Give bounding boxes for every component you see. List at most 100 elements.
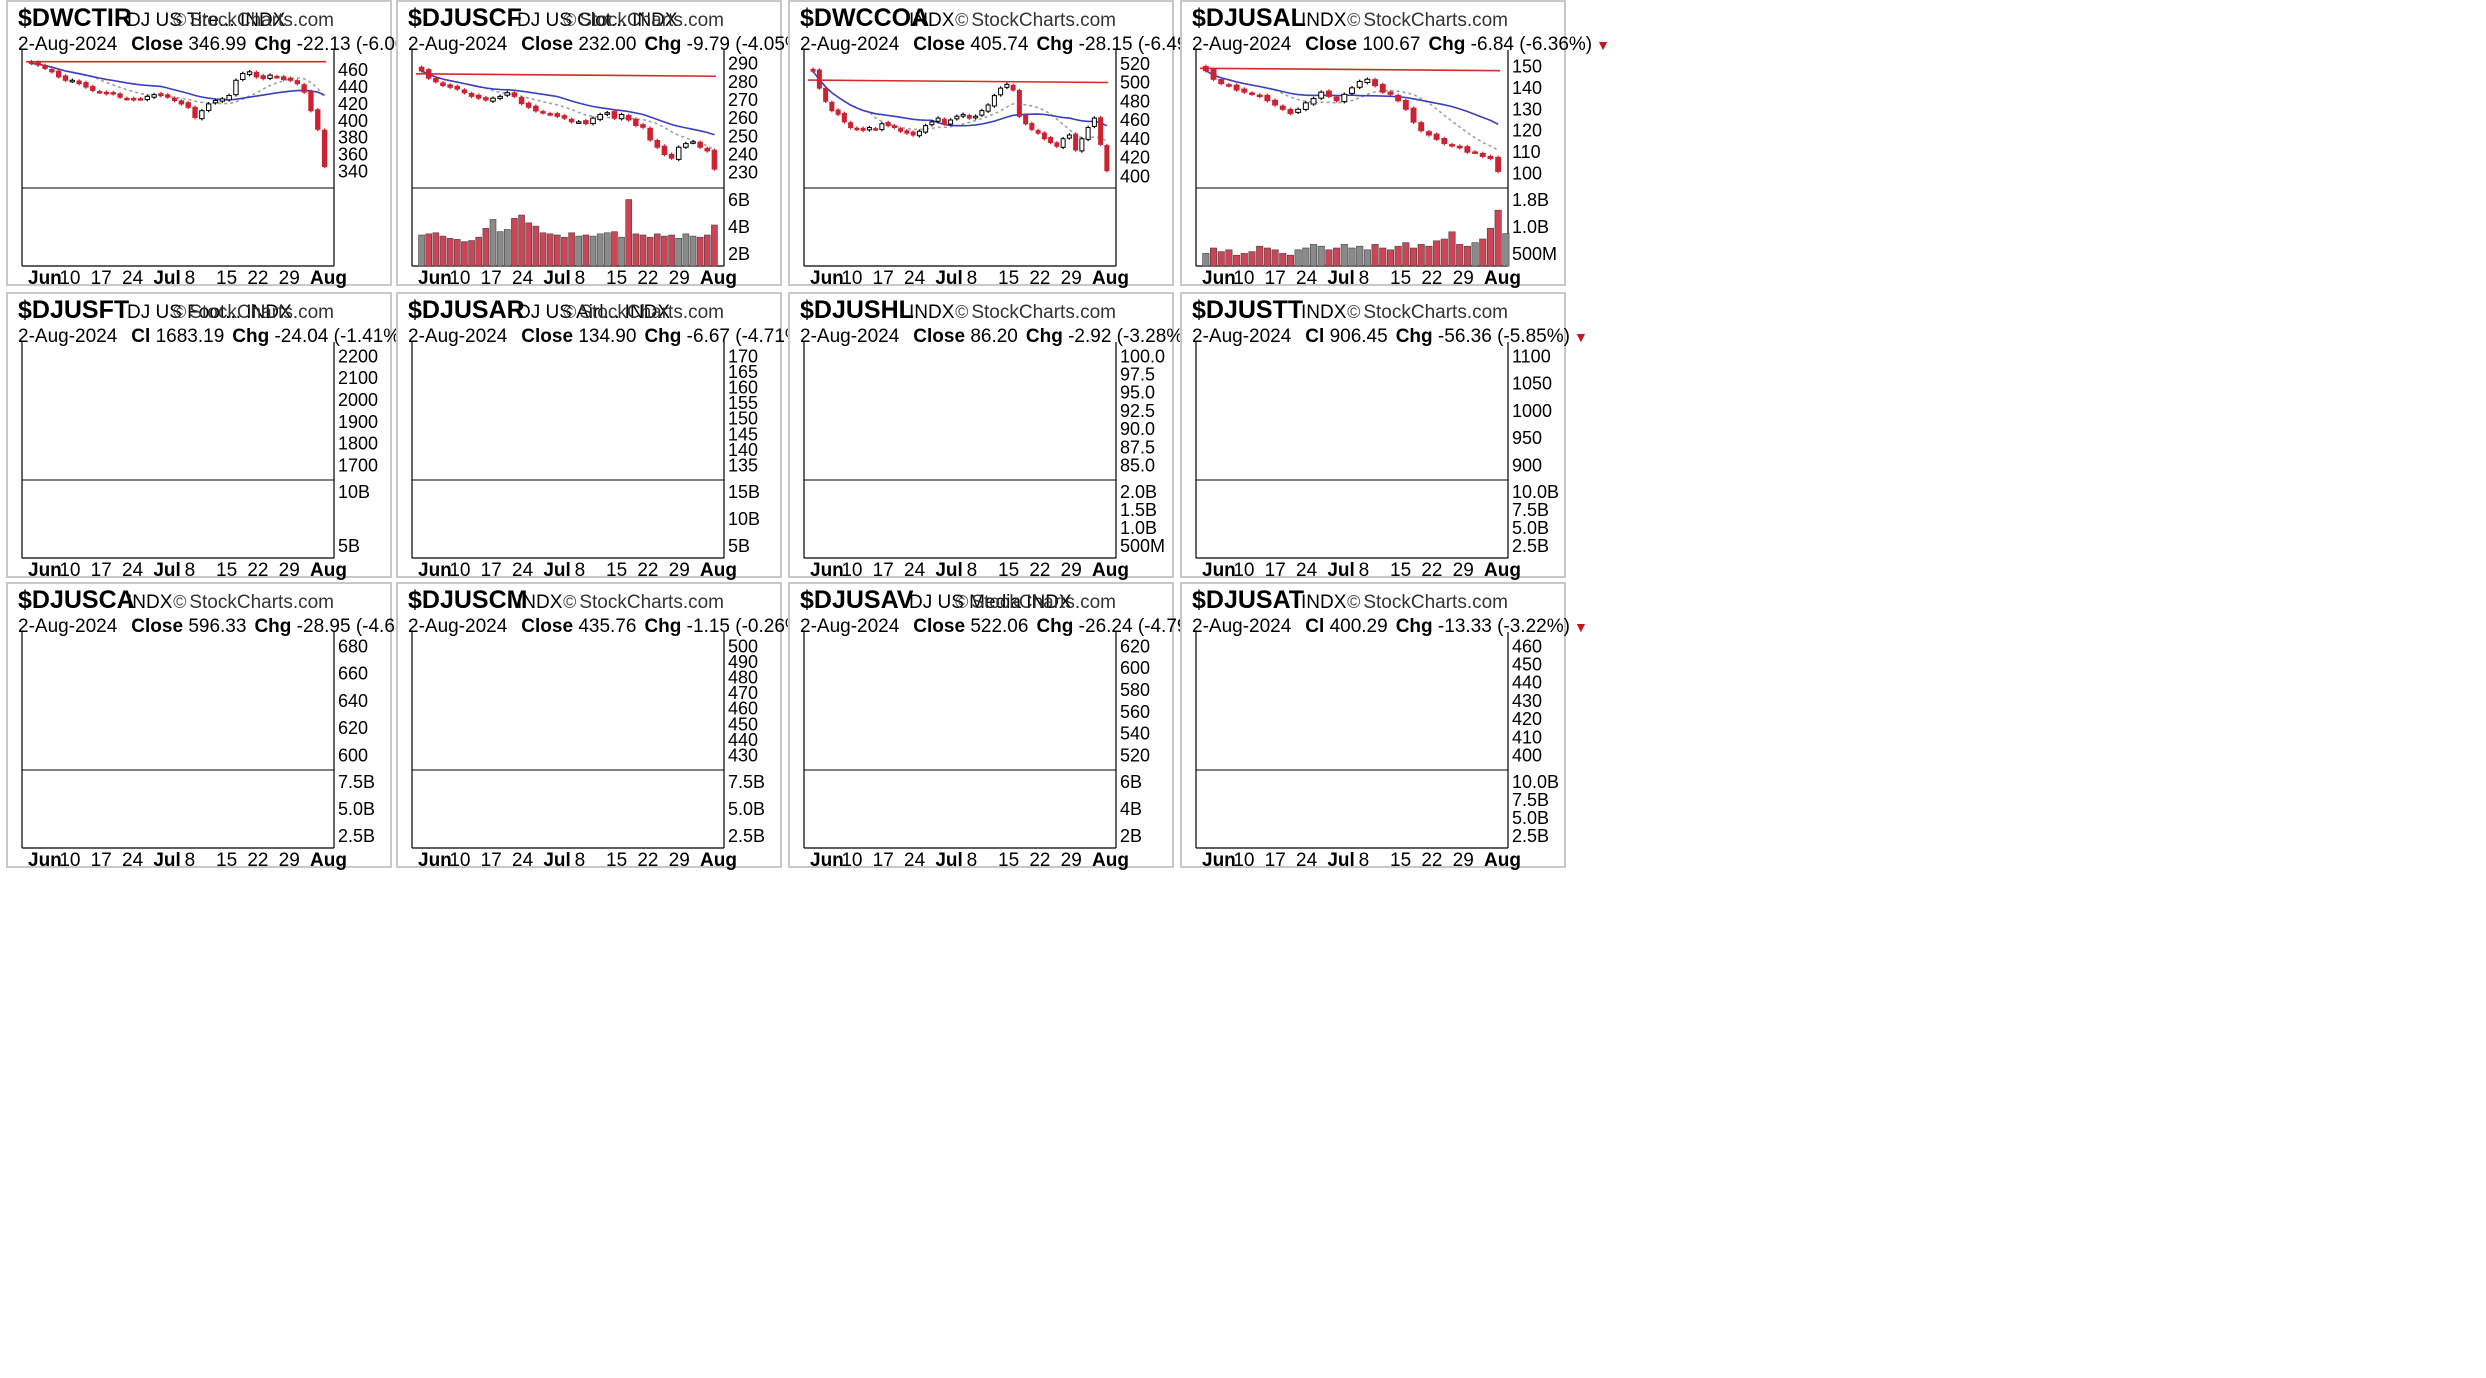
close-value: 100.67: [1362, 34, 1421, 55]
candle-body: [1441, 138, 1448, 145]
chart-panel[interactable]: 100.0 97.5 95.0 92.5 90.0 87.5 85.0 2.0B 1.5B 1.0…: [788, 292, 1207, 580]
x-tick-label: 29: [669, 850, 690, 870]
volume-bar: [1248, 251, 1256, 267]
x-tick-label: Aug: [700, 268, 737, 288]
volume-bar: [482, 228, 490, 267]
candle-body: [425, 69, 432, 79]
x-tick-label: 15: [216, 268, 237, 288]
y-tick-label: 900: [1512, 455, 1542, 475]
chart-panel[interactable]: 170 165 160 155 150 145 140 135 15B 10B 5B Jun 10 17 2…: [396, 292, 826, 580]
candle-body: [226, 94, 232, 101]
x-tick-label: Jun: [28, 850, 62, 870]
x-tick-label: Jun: [810, 850, 844, 870]
volume-bar: [1402, 242, 1410, 267]
x-tick-label: 10: [841, 560, 862, 580]
chart-svg: 5004904804704604504404307.5B5.0B2.5BJun1…: [411, 632, 765, 870]
volume-bar: [689, 235, 697, 267]
chart-panel[interactable]: 2200 2100 2000 1900 1800 1700 10B 5B Jun 10 17 24 Ju…: [6, 292, 424, 580]
chart-panel[interactable]: 150 140 130 120 110 100 1.8B 1.0B 500M Jun 10 17 24 J…: [1180, 0, 1610, 288]
ma-slow-line: [1205, 70, 1499, 126]
y-tick-label: 1900: [338, 412, 378, 432]
candle-body: [618, 114, 625, 120]
volume-bar: [1340, 244, 1348, 267]
chart-panel[interactable]: 500 490 480 470 460 450 440 430 7.5B 5.0B 2.5B Jun 1…: [396, 582, 826, 870]
candle-body: [929, 121, 935, 126]
y-tick-label: 90.0: [1120, 419, 1155, 439]
chart-panel[interactable]: 460 450 440 430 420 410 400 10.0B 7.5B 5.0B 2.5B Ju…: [1180, 582, 1588, 870]
candle-body: [504, 92, 511, 96]
candle-body: [1487, 155, 1494, 160]
y-tick-label: 140: [1512, 78, 1542, 98]
x-tick-label: 17: [481, 268, 502, 288]
chart-symbol: $DJUSAL: [1192, 4, 1306, 32]
volume-tick-label: 5B: [728, 536, 750, 556]
candle-body: [83, 82, 89, 88]
candle-body: [185, 102, 191, 108]
candle-body: [540, 111, 546, 114]
candle-body: [991, 95, 997, 107]
y-tick-label: 2100: [338, 368, 378, 388]
x-tick-label: 29: [279, 560, 300, 580]
candle-body: [1016, 90, 1022, 117]
x-tick-label: 10: [59, 560, 80, 580]
candle-body: [854, 127, 860, 131]
close-value: 86.20: [970, 326, 1018, 347]
chart-price-line: 2-Aug-2024 Close 405.74 Chg -28.15 (-6.49%…: [800, 34, 1229, 56]
x-tick-label: 8: [967, 850, 978, 870]
x-tick-label: 10: [449, 560, 470, 580]
chart-panel[interactable]: 680 660 640 620 600 7.5B 5.0B 2.5B Jun 10 17 24 Jul 8…: [6, 582, 447, 870]
chart-panel[interactable]: 620 600 580 560 540 520 6B 4B 2B Jun 10 17 24 Jul 8 15 2…: [788, 582, 1229, 870]
y-tick-label: 85.0: [1120, 455, 1155, 475]
volume-tick-label: 4B: [728, 217, 750, 237]
copyright-icon: ©: [955, 592, 969, 612]
volume-bar: [1302, 247, 1310, 267]
chart-panel[interactable]: 290 280 270 260 250 240 230 6B 4B 2B Jun 10 17 24 Jul 8…: [396, 0, 826, 288]
x-tick-label: 17: [1265, 850, 1286, 870]
x-tick-label: 15: [216, 560, 237, 580]
chart-panel[interactable]: 1100 1050 1000 950 900 10.0B 7.5B 5.0B 2.5B Jun 10…: [1180, 292, 1588, 580]
candle-body: [1310, 98, 1317, 105]
chart-index-name: INDX: [1301, 592, 1347, 613]
chart-panel[interactable]: 520 500 480 460 440 420 400 Jun 10 17 24 Jul 8 15 22 29…: [788, 0, 1229, 288]
candle-body: [1410, 107, 1417, 123]
volume-bar: [682, 233, 690, 267]
x-tick-label: Jul: [1327, 268, 1354, 288]
candle-body: [171, 97, 178, 102]
chart-index-name: DJ US Tire... INDX: [127, 10, 286, 31]
x-tick-label: Jul: [1327, 850, 1354, 870]
chg-label: Chg: [1395, 326, 1438, 347]
x-tick-label: Jun: [1202, 850, 1236, 870]
candle-body: [117, 93, 123, 98]
candle-body: [954, 115, 960, 120]
y-tick-label: 600: [338, 745, 368, 765]
x-tick-label: Jul: [935, 560, 962, 580]
chart-symbol: $DJUSCF: [408, 4, 522, 32]
chart-date: 2-Aug-2024: [408, 326, 508, 347]
volume-tick-label: 2.5B: [338, 826, 375, 846]
x-tick-label: Jun: [28, 268, 62, 288]
y-tick-label: 420: [1120, 148, 1150, 168]
candle-body: [137, 98, 144, 101]
candle-body: [206, 103, 212, 111]
stockcharts-brand: © StockCharts.com: [1347, 10, 1508, 31]
volume-tick-label: 5.0B: [1512, 808, 1549, 828]
close-label: Close: [1305, 34, 1363, 55]
candle-body: [810, 68, 816, 72]
x-tick-label: Aug: [310, 560, 347, 580]
chart-panel[interactable]: 460 440 420 400 380 360 340 Jun 10 17 24 Jul 8 15 22 29…: [6, 0, 447, 288]
candle-body: [1325, 90, 1332, 97]
candle-body: [497, 95, 503, 99]
volume-bar: [461, 241, 468, 267]
candle-body: [835, 109, 841, 115]
copyright-icon: ©: [173, 592, 187, 612]
stockcharts-brand: © StockCharts.com: [563, 302, 724, 323]
y-tick-label: 540: [1120, 724, 1150, 744]
candle-body: [240, 73, 246, 81]
volume-tick-label: 2.5B: [728, 826, 765, 846]
close-value: 1683.19: [155, 326, 225, 347]
y-tick-label: 1800: [338, 434, 378, 454]
y-tick-label: 460: [728, 699, 758, 719]
